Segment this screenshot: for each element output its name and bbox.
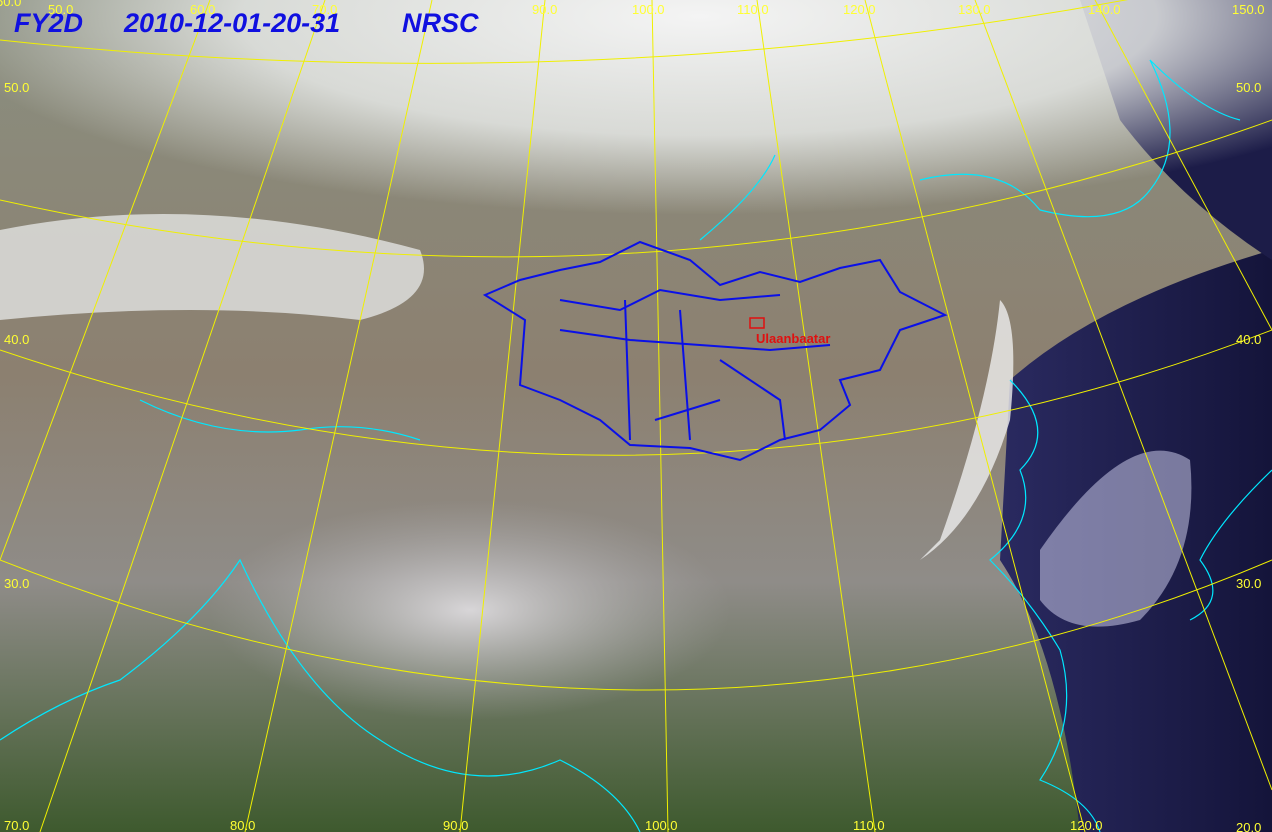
graticule-label: 50.0: [4, 80, 29, 95]
graticule-label: 50.0: [48, 2, 73, 17]
graticule-label: 140.0: [1088, 2, 1121, 17]
graticule-label: 100.0: [645, 818, 678, 832]
graticule-label: 50.0: [1236, 80, 1261, 95]
graticule-label: 30.0: [1236, 576, 1261, 591]
source: NRSC: [402, 8, 479, 38]
graticule-label: 30.0: [4, 576, 29, 591]
graticule-label: 130.0: [958, 2, 991, 17]
graticule-label: 90.0: [443, 818, 468, 832]
graticule-label: 70.0: [312, 2, 337, 17]
datetime: 2010-12-01-20-31: [123, 8, 340, 38]
graticule-label: 70.0: [4, 818, 29, 832]
graticule-label: 40.0: [1236, 332, 1261, 347]
graticule-label: 40.0: [4, 332, 29, 347]
graticule-label: 110.0: [853, 818, 885, 832]
graticule-label: 60.0: [0, 0, 21, 9]
graticule-label: 80.0: [230, 818, 255, 832]
graticule-label: 120.0: [1070, 818, 1103, 832]
city-marker: [749, 317, 765, 329]
coastlines: [0, 59, 1272, 832]
satellite-name: FY2D: [14, 8, 83, 38]
graticule-label: 90.0: [532, 2, 557, 17]
graticule-label: 150.0: [1232, 2, 1265, 17]
graticule-label: 110.0: [737, 2, 769, 17]
graticule-label: 60.0: [190, 2, 215, 17]
mongolia-borders: [482, 240, 948, 462]
city-label: Ulaanbaatar: [756, 331, 830, 346]
graticule-label: 20.0: [1236, 820, 1261, 832]
graticule-label: 100.0: [632, 2, 665, 17]
graticule-label: 120.0: [843, 2, 876, 17]
